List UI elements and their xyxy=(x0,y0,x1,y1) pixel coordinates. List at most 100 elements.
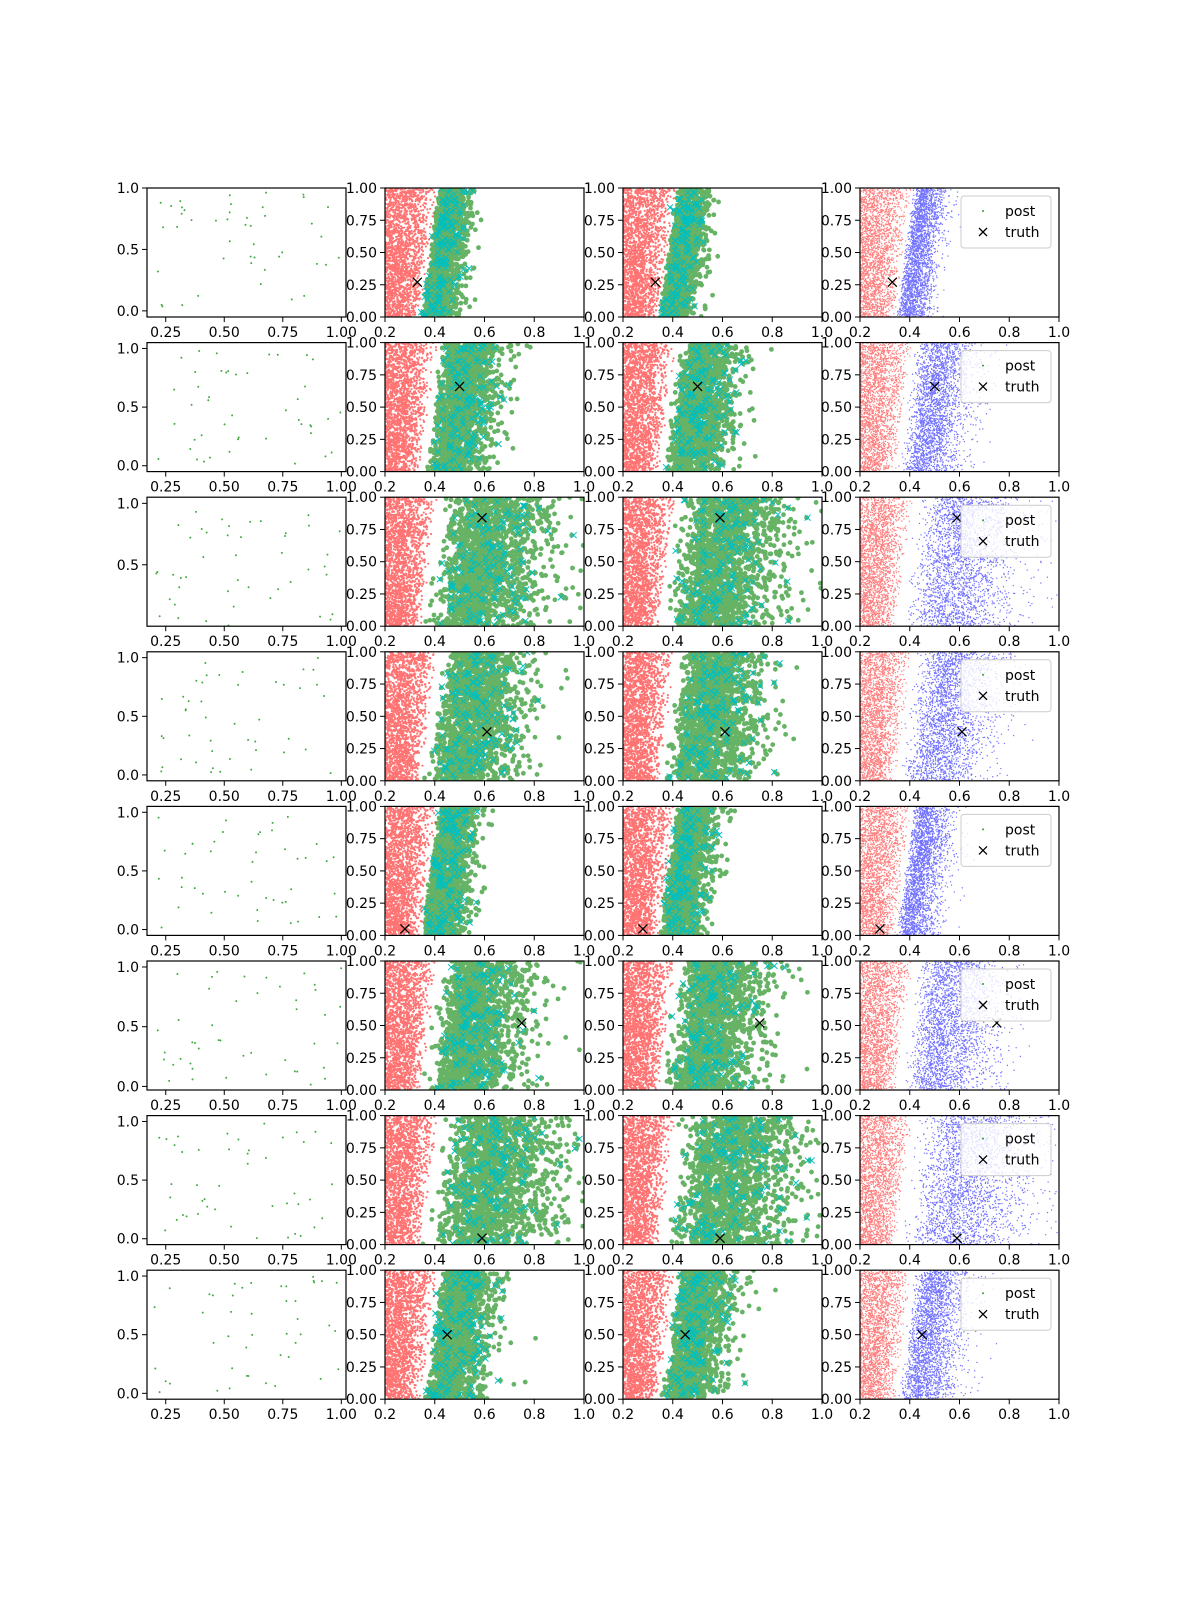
y-tick-label: 0.00 xyxy=(346,1238,377,1254)
y-tick-label: 0.5 xyxy=(117,242,139,258)
y-tick-label: 0.00 xyxy=(821,1238,852,1254)
y-tick-label: 1.00 xyxy=(346,1263,377,1279)
y-tick-label: 0.75 xyxy=(346,986,377,1002)
y-tick-label: 0.25 xyxy=(821,742,852,758)
y-tick-label: 0.00 xyxy=(584,1083,615,1099)
y-tick-label: 0.50 xyxy=(584,1019,615,1035)
y-tick-label: 1.00 xyxy=(346,336,377,352)
y-tick-label: 0.75 xyxy=(584,677,615,693)
x-tick-label: 0.4 xyxy=(899,634,921,650)
x-tick-label: 0.50 xyxy=(209,789,240,805)
x-tick-label: 0.50 xyxy=(209,1253,240,1269)
x-tick-label: 0.2 xyxy=(612,943,634,959)
y-tick-label: 0.00 xyxy=(584,928,615,944)
y-tick-label: 0.50 xyxy=(821,555,852,571)
y-tick-label: 0.5 xyxy=(117,400,139,416)
y-tick-label: 0.50 xyxy=(821,1328,852,1344)
y-tick-label: 0.25 xyxy=(346,587,377,603)
y-tick-label: 0.25 xyxy=(584,587,615,603)
y-tick-label: 0.50 xyxy=(346,400,377,416)
x-tick-label: 0.4 xyxy=(899,789,921,805)
y-tick-label: 0.50 xyxy=(346,1328,377,1344)
y-tick-label: 0.00 xyxy=(584,310,615,326)
y-tick-label: 0.75 xyxy=(346,368,377,384)
x-tick-label: 0.8 xyxy=(761,1098,783,1114)
panel-r7-c3: 0.2 0.4 0.6 0.8 1.00.000.250.500.751.00 xyxy=(584,1109,847,1269)
x-tick-label: 0.4 xyxy=(424,325,446,341)
y-tick-label: 0.50 xyxy=(346,1019,377,1035)
x-tick-label: 0.4 xyxy=(424,943,446,959)
x-tick-label: 0.50 xyxy=(209,480,240,496)
x-tick-label: 1.0 xyxy=(1048,480,1070,496)
x-tick-label: 0.6 xyxy=(711,325,733,341)
plot-area xyxy=(147,1270,346,1399)
y-tick-label: 0.00 xyxy=(346,1392,377,1408)
legend-post-marker xyxy=(982,365,984,367)
legend-post-marker xyxy=(982,1138,984,1140)
legend-post-marker xyxy=(982,210,984,212)
y-tick-label: 1.0 xyxy=(117,181,139,197)
x-tick-label: 0.50 xyxy=(209,1407,240,1423)
x-tick-label: 0.25 xyxy=(150,943,181,959)
panel-r1-c2: 0.2 0.4 0.6 0.8 1.00.000.250.500.751.00 xyxy=(346,181,595,341)
y-tick-label: 0.25 xyxy=(584,896,615,912)
y-tick-label: 1.00 xyxy=(584,645,615,661)
x-tick-label: 0.8 xyxy=(998,634,1020,650)
x-tick-label: 0.4 xyxy=(899,480,921,496)
x-tick-label: 0.6 xyxy=(948,789,970,805)
panel-r6-c2: 0.2 0.4 0.6 0.8 1.00.000.250.500.751.00 xyxy=(346,954,595,1114)
x-tick-label: 0.2 xyxy=(374,634,396,650)
legend-post-label: post xyxy=(1005,359,1036,375)
x-tick-label: 0.25 xyxy=(150,1253,181,1269)
panel-r8-c1: 0.25 0.50 0.75 1.000.00.51.0 xyxy=(117,1269,357,1423)
x-tick-label: 0.8 xyxy=(998,1253,1020,1269)
x-tick-label: 0.8 xyxy=(761,634,783,650)
legend-post-marker xyxy=(982,983,984,985)
y-tick-label: 0.25 xyxy=(821,278,852,294)
y-tick-label: 0.50 xyxy=(821,864,852,880)
y-tick-label: 0.5 xyxy=(117,1328,139,1344)
x-tick-label: 0.6 xyxy=(473,1407,495,1423)
legend-post-marker xyxy=(982,1292,984,1294)
y-tick-label: 0.25 xyxy=(584,1205,615,1221)
legend-post-label: post xyxy=(1005,822,1036,838)
x-tick-label: 0.75 xyxy=(267,480,298,496)
x-tick-label: 0.4 xyxy=(424,1407,446,1423)
y-tick-label: 1.0 xyxy=(117,960,139,976)
y-tick-label: 0.25 xyxy=(346,432,377,448)
y-tick-label: 0.00 xyxy=(346,465,377,481)
y-tick-label: 0.50 xyxy=(584,1173,615,1189)
y-tick-label: 0.00 xyxy=(346,619,377,635)
y-tick-label: 0.75 xyxy=(821,1141,852,1157)
y-tick-label: 0.5 xyxy=(117,558,139,574)
x-tick-label: 1.0 xyxy=(1048,634,1070,650)
y-tick-label: 0.50 xyxy=(584,246,615,262)
y-tick-label: 0.50 xyxy=(821,1019,852,1035)
legend-post-label: post xyxy=(1005,668,1036,684)
legend-truth-label: truth xyxy=(1005,689,1039,705)
x-tick-label: 0.2 xyxy=(849,1407,871,1423)
x-tick-label: 0.4 xyxy=(424,1098,446,1114)
x-tick-label: 0.4 xyxy=(899,325,921,341)
x-tick-label: 1.0 xyxy=(1048,1407,1070,1423)
x-tick-label: 0.4 xyxy=(899,1407,921,1423)
x-tick-label: 0.2 xyxy=(612,480,634,496)
x-tick-label: 0.2 xyxy=(374,480,396,496)
y-tick-label: 1.00 xyxy=(821,645,852,661)
panel-r8-c4: 0.2 0.4 0.6 0.8 1.00.000.250.500.751.00postt… xyxy=(821,1263,1070,1423)
y-tick-label: 0.25 xyxy=(346,1360,377,1376)
x-tick-label: 0.2 xyxy=(374,1407,396,1423)
y-tick-label: 1.00 xyxy=(821,954,852,970)
x-tick-label: 0.6 xyxy=(711,1407,733,1423)
plot-area xyxy=(147,652,346,781)
y-tick-label: 1.00 xyxy=(584,954,615,970)
y-tick-label: 0.75 xyxy=(584,986,615,1002)
x-tick-label: 0.2 xyxy=(612,789,634,805)
y-tick-label: 0.50 xyxy=(584,1328,615,1344)
y-tick-label: 0.25 xyxy=(346,1051,377,1067)
y-tick-label: 0.00 xyxy=(821,465,852,481)
legend-post-label: post xyxy=(1005,1132,1036,1148)
